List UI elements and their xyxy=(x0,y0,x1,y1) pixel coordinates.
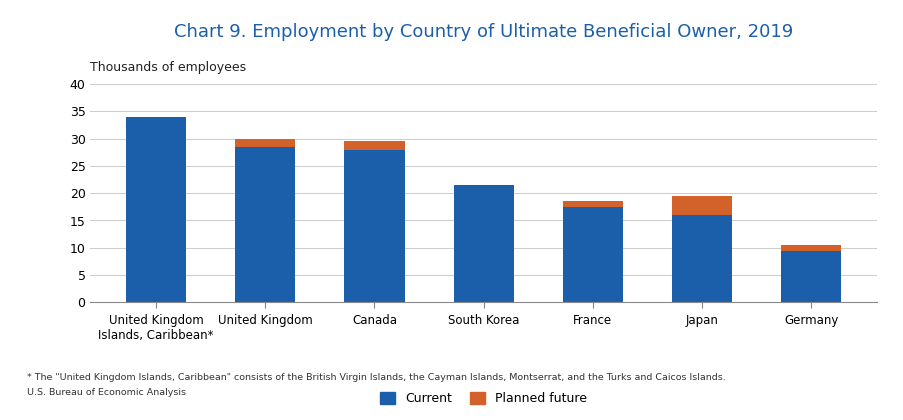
Text: * The "United Kingdom Islands, Caribbean" consists of the British Virgin Islands: * The "United Kingdom Islands, Caribbean… xyxy=(27,373,725,382)
Bar xyxy=(235,147,295,302)
Bar xyxy=(344,150,404,302)
Bar xyxy=(344,141,404,150)
Bar xyxy=(671,215,731,302)
Text: U.S. Bureau of Economic Analysis: U.S. Bureau of Economic Analysis xyxy=(27,388,186,397)
Bar xyxy=(126,117,186,302)
Bar xyxy=(563,207,622,302)
Bar xyxy=(671,196,731,215)
Text: Thousands of employees: Thousands of employees xyxy=(90,60,247,74)
Bar xyxy=(780,250,840,302)
Bar xyxy=(563,201,622,207)
Text: Chart 9. Employment by Country of Ultimate Beneficial Owner, 2019: Chart 9. Employment by Country of Ultima… xyxy=(173,23,793,41)
Legend: Current, Planned future: Current, Planned future xyxy=(379,392,587,405)
Bar xyxy=(235,139,295,147)
Bar xyxy=(780,245,840,250)
Bar xyxy=(453,185,513,302)
